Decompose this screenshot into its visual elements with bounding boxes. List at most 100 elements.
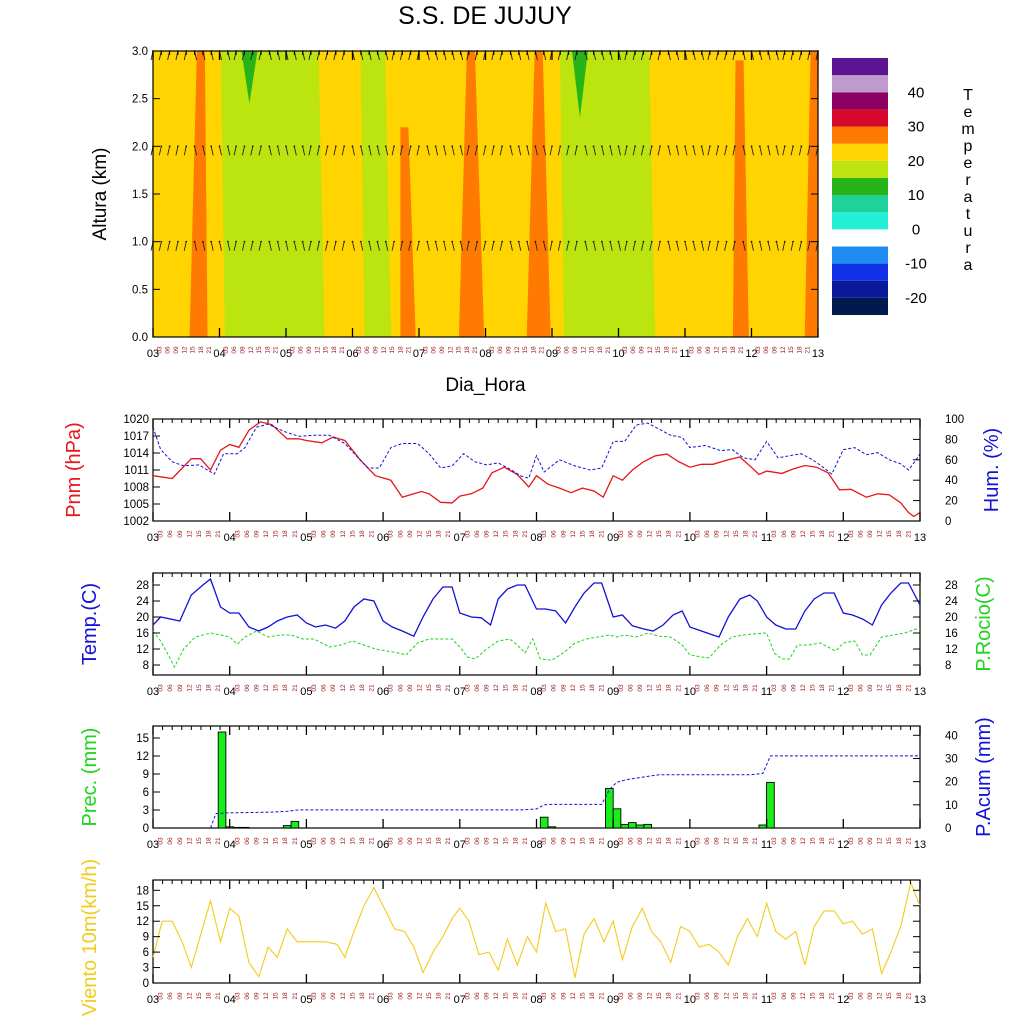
colorbar-cell	[832, 160, 888, 178]
p4-hour-label: 15	[503, 992, 510, 1000]
p2-ytick-label-left: 16	[136, 628, 149, 640]
colorbar-title-char: e	[964, 104, 973, 121]
wind-barb	[183, 146, 187, 156]
cross-hour-label: 03	[555, 346, 562, 354]
p1-ytick-label-left: 1014	[123, 448, 149, 460]
wind-barb-dot	[260, 145, 262, 148]
p4-hour-label: 12	[647, 992, 654, 1000]
wind-barb-dot	[501, 240, 504, 243]
cross-hour-label: 21	[206, 346, 213, 354]
p1-hour-label: 06	[397, 530, 404, 538]
wind-barb-dot	[600, 145, 603, 148]
p3-hour-label: 06	[781, 837, 788, 845]
p1-hour-label: 06	[857, 530, 864, 538]
p4-day-label: 10	[684, 994, 696, 1006]
wind-barb-dot	[359, 240, 362, 243]
p2-ylabel-left: Temp.(C)	[79, 583, 101, 665]
p3-hour-label: 06	[551, 837, 558, 845]
p2-hour-label: 03	[311, 684, 318, 692]
wind-barb-dot	[251, 240, 254, 243]
colorbar-tick-label: 0	[912, 221, 920, 238]
precip-bar	[620, 823, 629, 829]
p2-hour-label: 09	[177, 684, 184, 692]
wind-barb-dot	[684, 240, 686, 243]
p2-hour-label: 12	[340, 684, 347, 692]
wind-barb	[352, 146, 355, 156]
wind-barb-dot	[426, 145, 429, 148]
p2-hour-label: 18	[742, 684, 749, 692]
cross-hour-label: 09	[505, 346, 512, 354]
p2-hour-label: 09	[790, 684, 797, 692]
colorbar-cell	[832, 58, 888, 76]
p4-frame	[152, 879, 921, 984]
p4-hour-label: 21	[522, 992, 529, 1000]
wind-barb-dot	[634, 145, 637, 148]
p2-ytick-label-right: 12	[945, 644, 958, 656]
p2-hour-label: 15	[196, 684, 203, 692]
p4-ytick-label-left: 18	[136, 885, 149, 897]
wind-barb-dot	[393, 145, 395, 148]
wind-barb-dot	[401, 145, 404, 148]
cross-hour-label: 12	[514, 346, 521, 354]
wind-barb-dot	[243, 145, 246, 148]
wind-barb-dot	[551, 145, 553, 148]
wind-barb	[194, 241, 198, 251]
wind-barb-dot	[376, 240, 379, 243]
p4-hour-label: 09	[637, 992, 644, 1000]
p3-day-label: 12	[837, 839, 849, 851]
p3-day-label: 13	[914, 839, 926, 851]
wind-barb-dot	[750, 240, 753, 243]
p4-hour-label: 03	[464, 992, 471, 1000]
p2-hour-label: 21	[752, 684, 759, 692]
p2-hour-label: 18	[206, 684, 213, 692]
p4-hour-label: 21	[675, 992, 682, 1000]
wind-barb	[167, 146, 171, 156]
p2-day-label: 07	[454, 686, 466, 698]
precip-bar	[217, 731, 227, 829]
wind-barb	[308, 146, 312, 156]
cross-hour-label: 03	[622, 346, 629, 354]
p1-hour-label: 21	[829, 530, 836, 538]
p3-hour-label: 09	[177, 837, 184, 845]
cross-hour-label: 06	[763, 346, 770, 354]
wind-barb-dot	[600, 240, 603, 243]
wind-barb-dot	[368, 145, 371, 148]
wind-barb-dot	[617, 145, 620, 148]
wind-barb	[426, 241, 430, 251]
wind-barb	[293, 146, 297, 156]
wind-barb	[526, 241, 530, 251]
warm-band	[189, 51, 208, 337]
wind-barb	[657, 241, 661, 251]
p3-hour-label: 12	[263, 837, 270, 845]
p1-frame	[152, 418, 921, 522]
cross-ytick-label: 0.0	[132, 332, 148, 344]
p3-hour-label: 15	[656, 837, 663, 845]
p3-ylabel-left: Prec. (mm)	[79, 728, 101, 827]
wind-barb	[684, 241, 688, 251]
p3-hour-label: 18	[666, 837, 673, 845]
series-line-temp	[152, 577, 921, 638]
p3-hour-label: 21	[752, 837, 759, 845]
cross-hour-label: 06	[298, 346, 305, 354]
p1-hour-label: 15	[349, 530, 356, 538]
wind-barb	[385, 241, 389, 251]
cool-zone	[559, 51, 656, 337]
wind-barb-dot	[492, 145, 495, 148]
p2-hour-label: 21	[215, 684, 222, 692]
p2-hour-label: 12	[416, 684, 423, 692]
wind-barb-dot	[559, 240, 562, 243]
p3-day-label: 07	[454, 839, 466, 851]
p2-hour-label: 03	[464, 684, 471, 692]
p4-day-label: 11	[761, 994, 772, 1006]
p1-ytick-label-left: 1020	[123, 414, 149, 426]
p2-hour-label: 18	[359, 684, 366, 692]
wind-barb	[268, 146, 272, 156]
wind-barb-dot	[526, 145, 528, 148]
p4-hour-label: 21	[445, 992, 452, 1000]
colorbar-cell	[832, 280, 888, 298]
wind-barb	[807, 241, 811, 251]
wind-barb	[724, 146, 728, 156]
cross-hour-label: 15	[256, 346, 263, 354]
wind-barb-dot	[260, 240, 262, 243]
p3-hour-label: 15	[810, 837, 817, 845]
